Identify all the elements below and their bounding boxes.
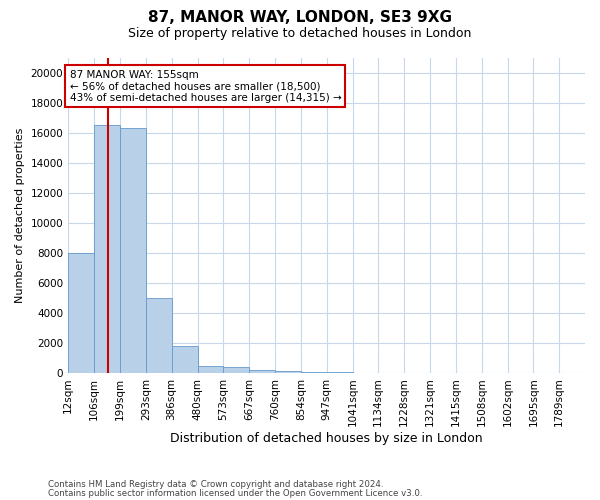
X-axis label: Distribution of detached houses by size in London: Distribution of detached houses by size … <box>170 432 483 445</box>
Bar <box>172 346 197 373</box>
Text: 87, MANOR WAY, LONDON, SE3 9XG: 87, MANOR WAY, LONDON, SE3 9XG <box>148 10 452 25</box>
Bar <box>326 372 353 373</box>
Bar <box>223 367 249 373</box>
Text: Contains HM Land Registry data © Crown copyright and database right 2024.: Contains HM Land Registry data © Crown c… <box>48 480 383 489</box>
Bar <box>94 125 120 373</box>
Text: Contains public sector information licensed under the Open Government Licence v3: Contains public sector information licen… <box>48 490 422 498</box>
Bar <box>197 366 223 373</box>
Bar <box>301 372 326 373</box>
Bar <box>146 298 172 373</box>
Bar <box>120 128 146 373</box>
Text: 87 MANOR WAY: 155sqm
← 56% of detached houses are smaller (18,500)
43% of semi-d: 87 MANOR WAY: 155sqm ← 56% of detached h… <box>70 70 341 102</box>
Bar <box>275 371 301 373</box>
Bar <box>68 252 94 373</box>
Y-axis label: Number of detached properties: Number of detached properties <box>15 128 25 303</box>
Bar <box>249 370 275 373</box>
Text: Size of property relative to detached houses in London: Size of property relative to detached ho… <box>128 28 472 40</box>
